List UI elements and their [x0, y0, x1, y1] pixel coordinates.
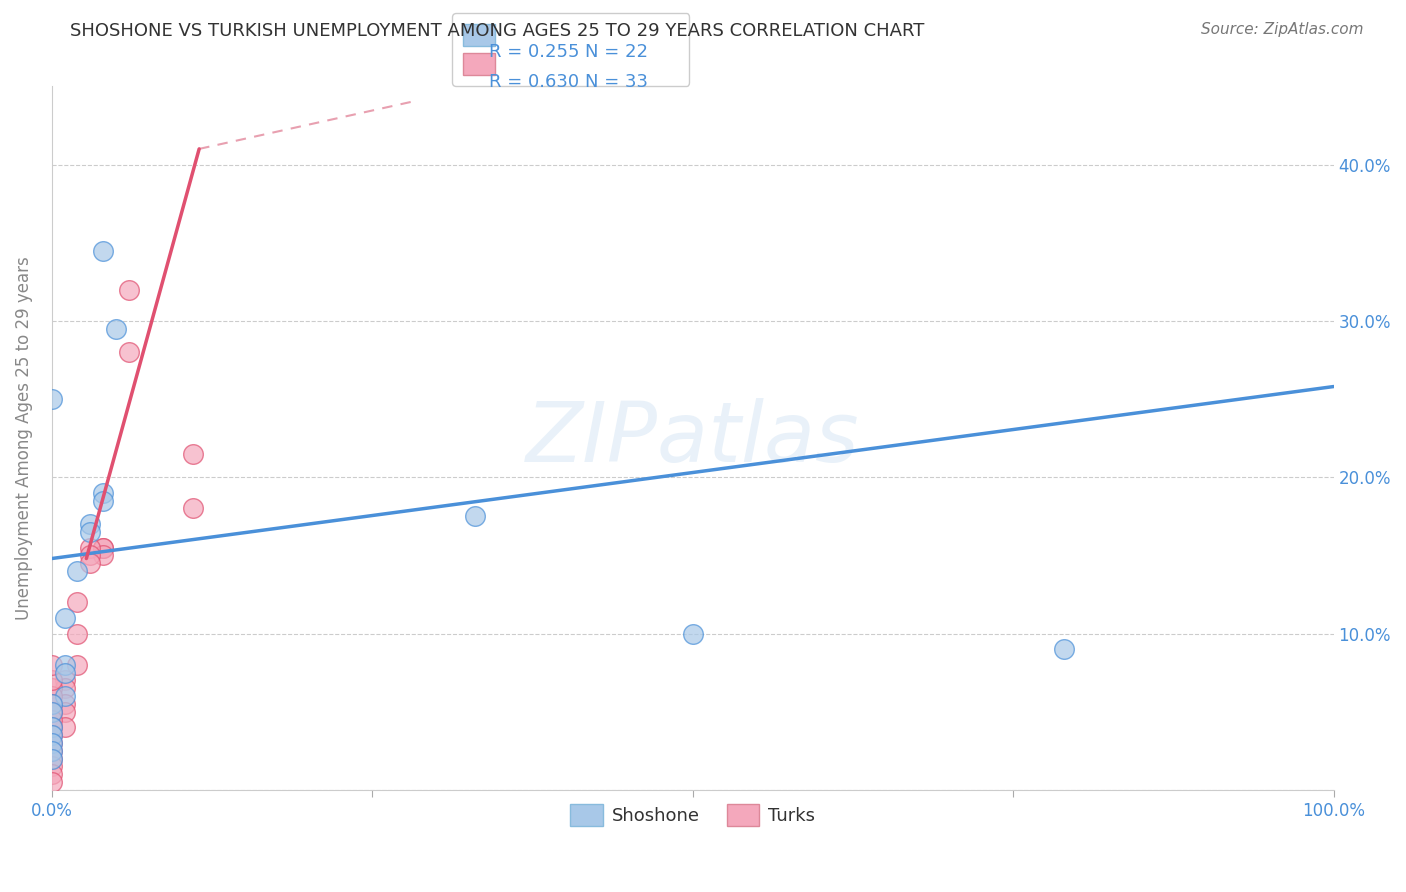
Point: [79, 549, 101, 563]
Y-axis label: Unemployment Among Ages 25 to 29 years: Unemployment Among Ages 25 to 29 years: [15, 256, 32, 620]
Point: [53, 697, 76, 711]
Text: N = 33: N = 33: [585, 73, 648, 91]
Point: [41, 751, 63, 765]
Point: [91, 541, 114, 555]
Point: [41, 759, 63, 773]
Point: [79, 556, 101, 570]
Point: [91, 541, 114, 555]
Point: [41, 775, 63, 789]
Point: [91, 549, 114, 563]
Point: [53, 720, 76, 734]
Point: [181, 447, 204, 461]
Point: [41, 713, 63, 727]
Point: [41, 697, 63, 711]
Point: [53, 681, 76, 696]
Point: [41, 736, 63, 750]
Point: [53, 657, 76, 672]
Text: R = 0.255: R = 0.255: [489, 43, 579, 61]
Text: SHOSHONE VS TURKISH UNEMPLOYMENT AMONG AGES 25 TO 29 YEARS CORRELATION CHART: SHOSHONE VS TURKISH UNEMPLOYMENT AMONG A…: [70, 22, 925, 40]
Point: [41, 392, 63, 406]
Point: [66, 595, 89, 609]
Point: [41, 657, 63, 672]
Point: [41, 751, 63, 765]
Point: [682, 626, 704, 640]
Legend: Shoshone, Turks: Shoshone, Turks: [562, 797, 823, 834]
Point: [53, 705, 76, 719]
Point: [41, 689, 63, 703]
Point: [79, 524, 101, 539]
Point: [118, 345, 141, 359]
Point: [53, 665, 76, 680]
Point: [41, 697, 63, 711]
Point: [91, 493, 114, 508]
Point: [118, 283, 141, 297]
Point: [91, 244, 114, 258]
Point: [53, 673, 76, 688]
Point: [41, 673, 63, 688]
Text: ZIPatlas: ZIPatlas: [526, 398, 859, 479]
Point: [41, 681, 63, 696]
Point: [41, 744, 63, 758]
Point: [41, 720, 63, 734]
Point: [104, 321, 127, 335]
Point: [53, 611, 76, 625]
Point: [53, 689, 76, 703]
Text: Source: ZipAtlas.com: Source: ZipAtlas.com: [1201, 22, 1364, 37]
Point: [41, 736, 63, 750]
Point: [79, 517, 101, 532]
Point: [91, 486, 114, 500]
Text: R = 0.630: R = 0.630: [489, 73, 579, 91]
Point: [41, 767, 63, 781]
Point: [66, 564, 89, 578]
Point: [181, 501, 204, 516]
Point: [464, 509, 486, 524]
Point: [41, 705, 63, 719]
Point: [41, 728, 63, 742]
Point: [66, 626, 89, 640]
Point: [41, 728, 63, 742]
Text: N = 22: N = 22: [585, 43, 648, 61]
Point: [66, 657, 89, 672]
Point: [41, 705, 63, 719]
Point: [1053, 642, 1076, 657]
Point: [41, 744, 63, 758]
Point: [79, 541, 101, 555]
Point: [41, 720, 63, 734]
